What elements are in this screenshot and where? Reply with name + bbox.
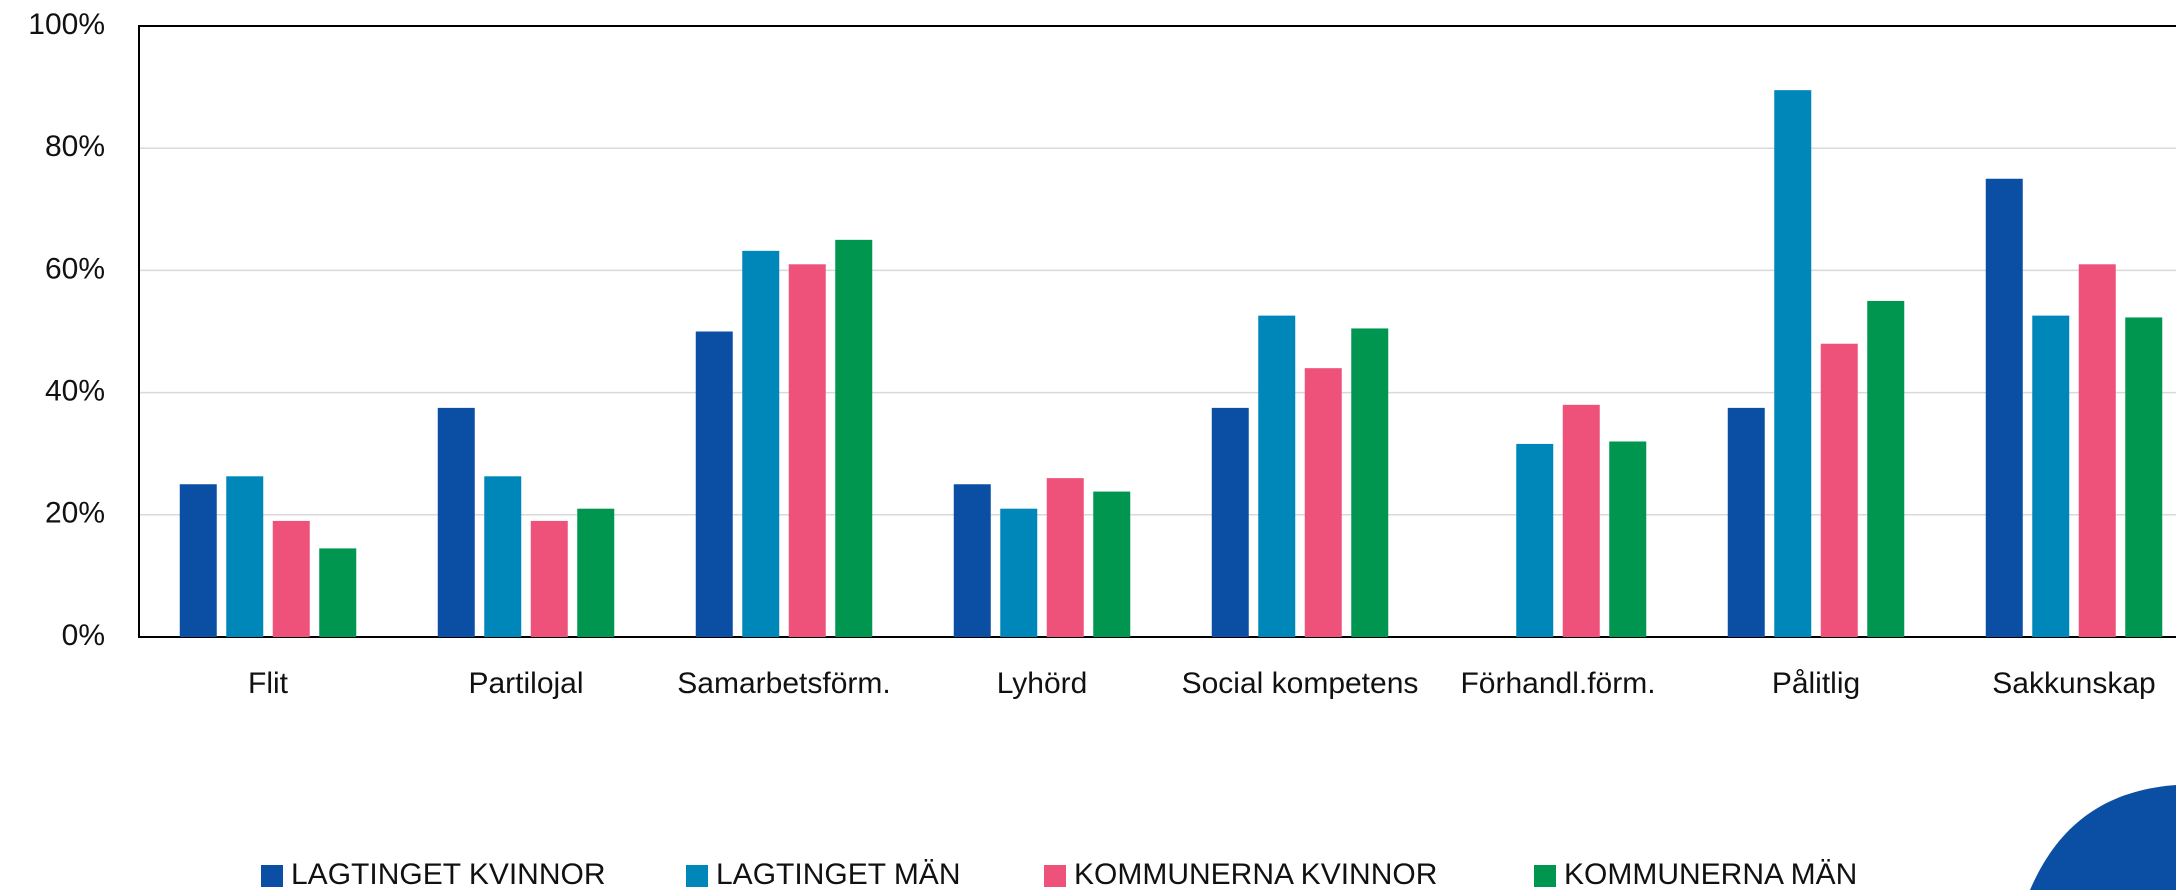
- y-tick-label: 20%: [45, 497, 105, 530]
- y-tick-label: 0%: [62, 619, 105, 652]
- bar: [577, 509, 614, 637]
- bar: [438, 408, 475, 637]
- bar: [1212, 408, 1249, 637]
- bar: [1728, 408, 1765, 637]
- bar: [2125, 317, 2162, 637]
- bar: [696, 332, 733, 638]
- bar: [742, 251, 779, 637]
- legend-label: KOMMUNERNA MÄN: [1564, 858, 1857, 890]
- legend-swatch: [1534, 865, 1556, 887]
- legend-swatch: [686, 865, 708, 887]
- x-tick-label: Pålitlig: [1772, 667, 1860, 700]
- bar: [789, 264, 826, 637]
- bar: [1305, 368, 1342, 637]
- bar: [1258, 316, 1295, 637]
- bar: [1609, 441, 1646, 637]
- x-tick-label: Lyhörd: [997, 667, 1088, 700]
- x-tick-label: Partilojal: [468, 667, 583, 700]
- x-tick-label: Sakkunskap: [1992, 667, 2155, 700]
- x-tick-label: Social kompetens: [1182, 667, 1419, 700]
- bar: [1516, 444, 1553, 637]
- x-tick-label: Samarbetsförm.: [677, 667, 890, 700]
- x-tick-label: Flit: [248, 667, 289, 700]
- y-tick-label: 80%: [45, 130, 105, 163]
- bar: [273, 521, 310, 637]
- y-tick-label: 60%: [45, 252, 105, 285]
- bar: [1774, 90, 1811, 637]
- legend-swatch: [1044, 865, 1066, 887]
- bar: [1563, 405, 1600, 637]
- bar: [1821, 344, 1858, 637]
- bar: [1986, 179, 2023, 637]
- y-tick-label: 100%: [28, 8, 105, 41]
- bar: [1351, 328, 1388, 637]
- chart: 0% 20% 40% 60% 80% 100% Flit Partilojal Samarbet…: [0, 0, 2176, 890]
- bar: [319, 548, 356, 637]
- bar: [180, 484, 217, 637]
- bar: [1093, 492, 1130, 637]
- bar: [2079, 264, 2116, 637]
- x-tick-label: Förhandl.förm.: [1460, 667, 1655, 700]
- decorative-blob: [2030, 785, 2176, 890]
- bar: [531, 521, 568, 637]
- bar: [484, 476, 521, 637]
- legend-label: LAGTINGET KVINNOR: [291, 858, 606, 890]
- bar: [835, 240, 872, 637]
- bar: [2032, 316, 2069, 637]
- bar: [1047, 478, 1084, 637]
- bar: [954, 484, 991, 637]
- legend-label: LAGTINGET MÄN: [716, 858, 960, 890]
- legend-swatch: [261, 865, 283, 887]
- legend-label: KOMMUNERNA KVINNOR: [1074, 858, 1437, 890]
- bar: [1867, 301, 1904, 637]
- bar: [1000, 509, 1037, 637]
- bar: [226, 476, 263, 637]
- y-tick-label: 40%: [45, 375, 105, 408]
